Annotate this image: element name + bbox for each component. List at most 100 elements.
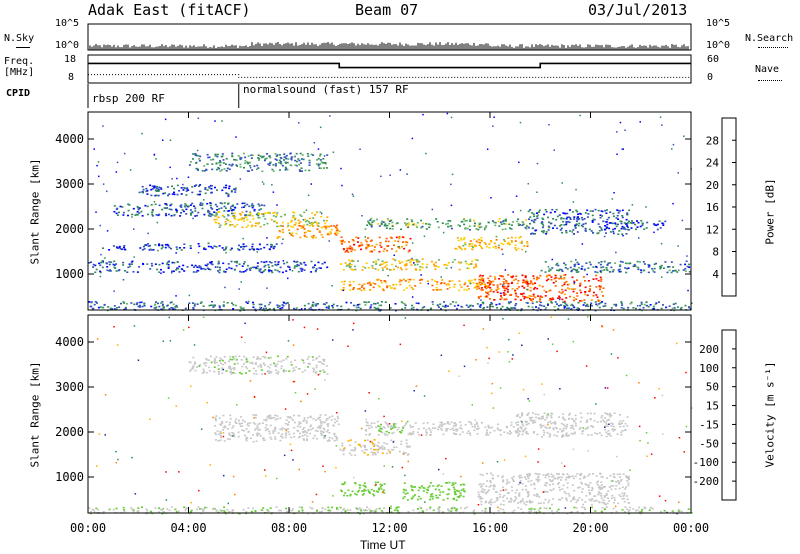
power-cell — [620, 302, 623, 305]
velocity-cell — [550, 489, 553, 492]
power-cell — [155, 185, 158, 188]
power-cell — [338, 230, 341, 233]
velocity-cell — [311, 356, 314, 358]
velocity-cell — [346, 494, 349, 497]
velocity-cell — [316, 509, 318, 512]
power-cell — [107, 306, 110, 308]
power-cell — [556, 227, 559, 230]
power-cell — [221, 155, 224, 158]
velocity-cell — [188, 361, 191, 363]
power-cell — [268, 164, 271, 166]
power-cell — [240, 157, 243, 159]
power-cell — [118, 211, 120, 214]
power-cell — [113, 264, 116, 266]
power-cell — [563, 293, 566, 296]
power-cell — [473, 286, 476, 289]
power-cell — [385, 237, 388, 240]
power-cell — [473, 278, 476, 281]
power-cell — [403, 222, 406, 224]
power-cell — [501, 297, 503, 299]
power-cell — [501, 305, 504, 308]
power-cell — [514, 304, 517, 307]
power-cell — [617, 223, 619, 226]
power-cell — [504, 220, 507, 223]
power-cell — [327, 305, 330, 307]
power-cell — [237, 248, 240, 250]
power-cell — [218, 211, 221, 213]
velocity-cell — [245, 439, 248, 442]
power-cell — [160, 247, 163, 250]
power-cell — [571, 211, 574, 213]
velocity-cell — [588, 492, 591, 494]
power-cell — [496, 284, 499, 286]
power-cell — [364, 239, 367, 241]
power-cell — [228, 163, 231, 166]
velocity-cell — [599, 488, 602, 491]
power-cell — [196, 214, 199, 217]
velocity-cell — [406, 454, 409, 456]
velocity-cell — [277, 432, 280, 434]
power-cell — [447, 283, 450, 286]
velocity-cell — [528, 472, 531, 475]
power-cell — [688, 266, 691, 268]
power-cell — [631, 204, 634, 206]
power-cell — [229, 206, 232, 208]
power-cell — [151, 185, 154, 188]
velocity-cell — [447, 421, 449, 423]
power-cell — [472, 305, 474, 307]
velocity-cell — [560, 479, 562, 481]
power-cell — [276, 222, 278, 224]
power-cell — [403, 303, 406, 305]
power-cell — [226, 210, 229, 212]
power-cell — [471, 248, 474, 251]
power-cell — [308, 225, 311, 227]
power-cell — [292, 216, 295, 219]
power-cell — [551, 297, 554, 299]
power-cell — [234, 218, 237, 220]
velocity-cell — [371, 510, 374, 512]
power-cell — [647, 305, 650, 308]
velocity-cell — [226, 508, 229, 511]
power-cell — [407, 222, 410, 224]
power-cell — [240, 246, 242, 248]
velocity-cell — [528, 474, 531, 477]
power-cell — [510, 275, 513, 278]
velocity-cell — [213, 507, 216, 510]
velocity-cell — [425, 434, 428, 436]
velocity-cell — [429, 429, 432, 431]
velocity-cell — [354, 454, 357, 457]
power-cell — [297, 219, 300, 222]
velocity-cell — [604, 508, 606, 510]
velocity-cell — [534, 421, 537, 424]
power-cell — [319, 155, 321, 157]
power-cell — [127, 214, 129, 217]
power-cell — [182, 183, 184, 186]
power-cell — [598, 303, 601, 305]
power-cell — [274, 153, 277, 155]
velocity-cell — [285, 507, 287, 510]
power-cell — [278, 225, 281, 228]
power-cell — [343, 283, 345, 286]
power-cell — [156, 268, 159, 271]
power-cell — [574, 226, 577, 229]
velocity-cell — [342, 509, 345, 511]
power-cell — [191, 202, 194, 205]
power-cell — [596, 304, 599, 307]
power-cell — [425, 266, 428, 269]
power-cell — [328, 307, 330, 309]
power-cell — [567, 283, 570, 286]
velocity-cell — [530, 507, 533, 510]
power-cell — [527, 296, 530, 299]
power-cell — [198, 266, 201, 269]
power-cell — [281, 307, 284, 309]
velocity-cell — [487, 424, 490, 427]
velocity-cell — [566, 473, 569, 475]
power-cell — [677, 172, 679, 174]
velocity-cell — [208, 366, 211, 369]
power-cell — [600, 280, 603, 282]
power-cell — [500, 295, 502, 297]
velocity-cell — [605, 506, 608, 508]
power-cell — [170, 214, 173, 217]
power-cell — [556, 215, 559, 218]
power-cell — [245, 210, 248, 213]
